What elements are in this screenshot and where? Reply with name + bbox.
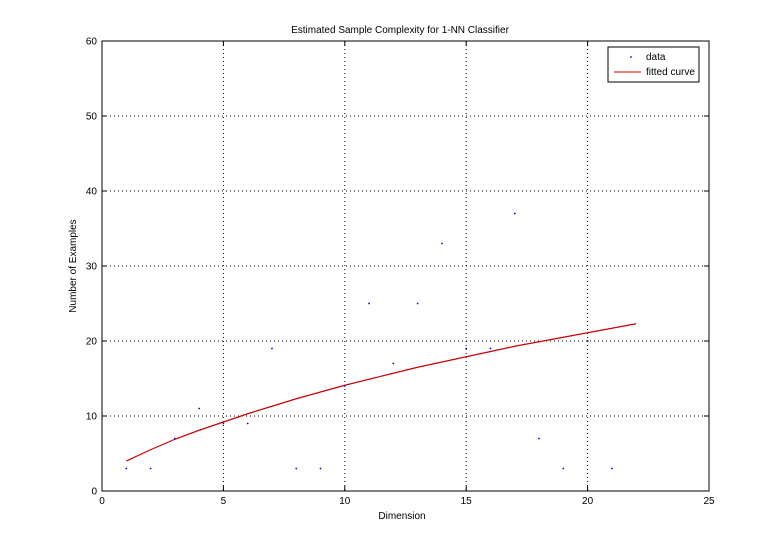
x-tick-label: 5 (221, 496, 227, 507)
data-point (198, 407, 201, 410)
data-point (368, 302, 370, 305)
legend-data-marker (630, 56, 632, 58)
data-point (416, 302, 419, 305)
x-axis-title: Dimension (378, 511, 425, 522)
y-tick-labels: 0 10 20 30 40 50 60 (86, 37, 98, 498)
data-point (271, 347, 273, 350)
x-tick-label: 25 (703, 496, 715, 507)
y-axis-title: Number of Examples (68, 219, 79, 312)
y-tick-label: 50 (86, 112, 98, 123)
chart-title: Estimated Sample Complexity for 1-NN Cla… (291, 25, 510, 36)
data-series (125, 212, 613, 470)
data-point (513, 212, 516, 215)
data-point (173, 437, 176, 440)
data-point (538, 437, 540, 440)
axis-ticks (101, 40, 710, 492)
legend: data fitted curve (607, 46, 700, 83)
legend-data-label: data (646, 52, 666, 63)
legend-box (607, 46, 700, 83)
data-point (125, 467, 128, 470)
y-tick-label: 0 (91, 487, 97, 498)
x-tick-label: 15 (461, 496, 473, 507)
y-tick-label: 10 (86, 412, 98, 423)
x-tick-labels: 0 5 10 15 20 25 (99, 496, 715, 507)
data-point (562, 467, 565, 470)
data-point (295, 467, 298, 470)
data-point (441, 242, 443, 245)
data-point (392, 362, 395, 365)
y-tick-label: 30 (86, 262, 98, 273)
data-point (489, 347, 492, 350)
data-point (246, 422, 249, 425)
legend-fitted-label: fitted curve (646, 67, 695, 78)
x-tick-label: 10 (339, 496, 351, 507)
data-point (610, 467, 613, 470)
data-point (343, 385, 346, 387)
data-point (222, 422, 225, 425)
fitted-curve-series (126, 323, 637, 462)
y-tick-label: 40 (86, 187, 98, 198)
x-tick-label: 20 (582, 496, 594, 507)
data-point (149, 467, 152, 470)
y-tick-label: 60 (86, 37, 98, 48)
plot-frame (101, 40, 710, 492)
y-tick-label: 20 (86, 337, 98, 348)
data-point (586, 340, 589, 342)
fitted-curve-line (126, 323, 637, 462)
x-tick-label: 0 (99, 496, 105, 507)
data-point (319, 467, 322, 470)
grid-lines (102, 41, 709, 491)
data-point (465, 347, 468, 350)
